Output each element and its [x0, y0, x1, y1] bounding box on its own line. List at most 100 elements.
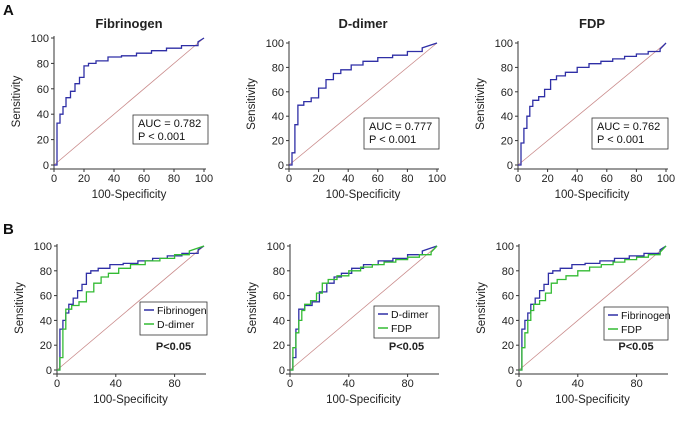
legend-entry: FDP: [391, 323, 412, 335]
chart-2: D-dimer 0 20 40 60 80 100 0 20 40 60 80 100 100-Speci…: [246, 16, 446, 201]
roc-curve-d-dimer: [57, 245, 205, 371]
auc-value: AUC = 0.762: [597, 121, 660, 133]
roc-curve-fdp: [519, 245, 667, 371]
y-tick-label: 20: [37, 135, 49, 147]
x-tick-label: 0: [54, 378, 60, 390]
x-tick-label: 80: [630, 173, 642, 185]
y-axis-label: Sensitivity: [475, 78, 487, 130]
legend-entry: Fibrinogen: [157, 305, 207, 317]
x-tick-label: 20: [78, 173, 90, 185]
reference-diagonal: [288, 42, 438, 166]
chart-1: Fibrinogen 0 20 40 60 80 100 0 20 40 60 80 100 100-Sp…: [11, 16, 213, 201]
chart-title: FDP: [579, 16, 605, 31]
x-tick-label: 40: [343, 378, 355, 390]
p-value: P < 0.001: [369, 134, 416, 146]
chart-title: Fibrinogen: [95, 16, 162, 31]
chart-3: FDP 0 20 40 60 80 100 0 20 40 60 80 100 100-Specifici…: [475, 16, 675, 201]
reference-diagonal: [56, 245, 205, 371]
p-value-label: P<0.05: [389, 341, 424, 353]
y-tick-label: 80: [501, 62, 513, 74]
y-tick-label: 80: [40, 266, 52, 278]
y-tick-label: 60: [273, 291, 285, 303]
chart-title: D-dimer: [338, 16, 387, 31]
p-value-label: P<0.05: [156, 341, 191, 353]
roc-curve-fibrinogen: [54, 37, 205, 166]
auc-value: AUC = 0.777: [369, 121, 432, 133]
y-tick-label: 20: [502, 340, 514, 352]
x-tick-label: 80: [401, 173, 413, 185]
y-tick-label: 60: [37, 84, 49, 96]
panel-label-a: A: [3, 2, 14, 19]
y-axis-label: Sensitivity: [246, 78, 258, 130]
legend-box: [603, 306, 669, 341]
reference-diagonal: [518, 245, 667, 371]
x-tick-label: 80: [630, 378, 642, 390]
legend-box: [373, 305, 440, 339]
reference-diagonal: [53, 37, 205, 166]
y-tick-label: 0: [508, 365, 514, 377]
y-axis-label: Sensitivity: [247, 282, 259, 334]
x-axis-label: 100-Specificity: [555, 394, 630, 406]
y-tick-label: 0: [279, 365, 285, 377]
x-axis-label: 100-Specificity: [326, 394, 401, 406]
x-tick-label: 60: [601, 173, 613, 185]
y-tick-label: 0: [46, 365, 52, 377]
x-tick-label: 0: [51, 173, 57, 185]
legend-box: [139, 301, 208, 336]
x-tick-label: 0: [286, 173, 292, 185]
p-value: P < 0.001: [138, 131, 185, 143]
roc-curve-d-dimer: [289, 42, 438, 166]
y-tick-label: 80: [37, 58, 49, 70]
x-axis-label: 100-Specificity: [93, 394, 168, 406]
y-tick-label: 20: [40, 340, 52, 352]
x-tick-label: 60: [138, 173, 150, 185]
y-tick-label: 100: [267, 241, 285, 253]
x-tick-label: 20: [541, 173, 553, 185]
x-axis-label: 100-Specificity: [555, 189, 630, 201]
y-tick-label: 20: [501, 136, 513, 148]
y-tick-label: 20: [273, 340, 285, 352]
roc-curve-fdp: [290, 245, 438, 371]
y-tick-label: 100: [31, 33, 49, 45]
auc-box: [591, 117, 669, 150]
y-tick-label: 60: [272, 87, 284, 99]
roc-curve-fdp: [518, 42, 667, 166]
x-tick-label: 40: [110, 378, 122, 390]
y-tick-label: 100: [266, 38, 284, 50]
p-value: P < 0.001: [597, 134, 644, 146]
y-tick-label: 20: [272, 136, 284, 148]
x-tick-label: 100: [657, 173, 675, 185]
reference-diagonal: [289, 245, 438, 371]
x-axis-label: 100-Specificity: [326, 189, 401, 201]
y-tick-label: 40: [37, 109, 49, 121]
x-tick-label: 40: [571, 173, 583, 185]
reference-diagonal: [517, 42, 667, 166]
y-tick-label: 40: [273, 315, 285, 327]
x-tick-label: 100: [428, 173, 446, 185]
x-tick-label: 80: [401, 378, 413, 390]
y-tick-label: 60: [501, 87, 513, 99]
y-tick-label: 40: [502, 315, 514, 327]
x-tick-label: 60: [372, 173, 384, 185]
x-tick-label: 0: [516, 378, 522, 390]
x-tick-label: 0: [287, 378, 293, 390]
legend-entry: Fibrinogen: [621, 310, 671, 322]
p-value-label: P<0.05: [618, 341, 653, 353]
y-axis-label: Sensitivity: [14, 282, 26, 334]
auc-value: AUC = 0.782: [138, 118, 201, 130]
y-tick-label: 60: [40, 291, 52, 303]
y-tick-label: 0: [43, 160, 49, 172]
y-tick-label: 80: [502, 266, 514, 278]
x-tick-label: 40: [342, 173, 354, 185]
roc-curve-fibrinogen: [519, 245, 667, 371]
auc-box: [363, 117, 440, 150]
x-tick-label: 20: [312, 173, 324, 185]
y-tick-label: 80: [272, 62, 284, 74]
x-tick-label: 100: [195, 173, 213, 185]
y-tick-label: 40: [40, 315, 52, 327]
y-tick-label: 100: [495, 38, 513, 50]
x-tick-label: 40: [572, 378, 584, 390]
